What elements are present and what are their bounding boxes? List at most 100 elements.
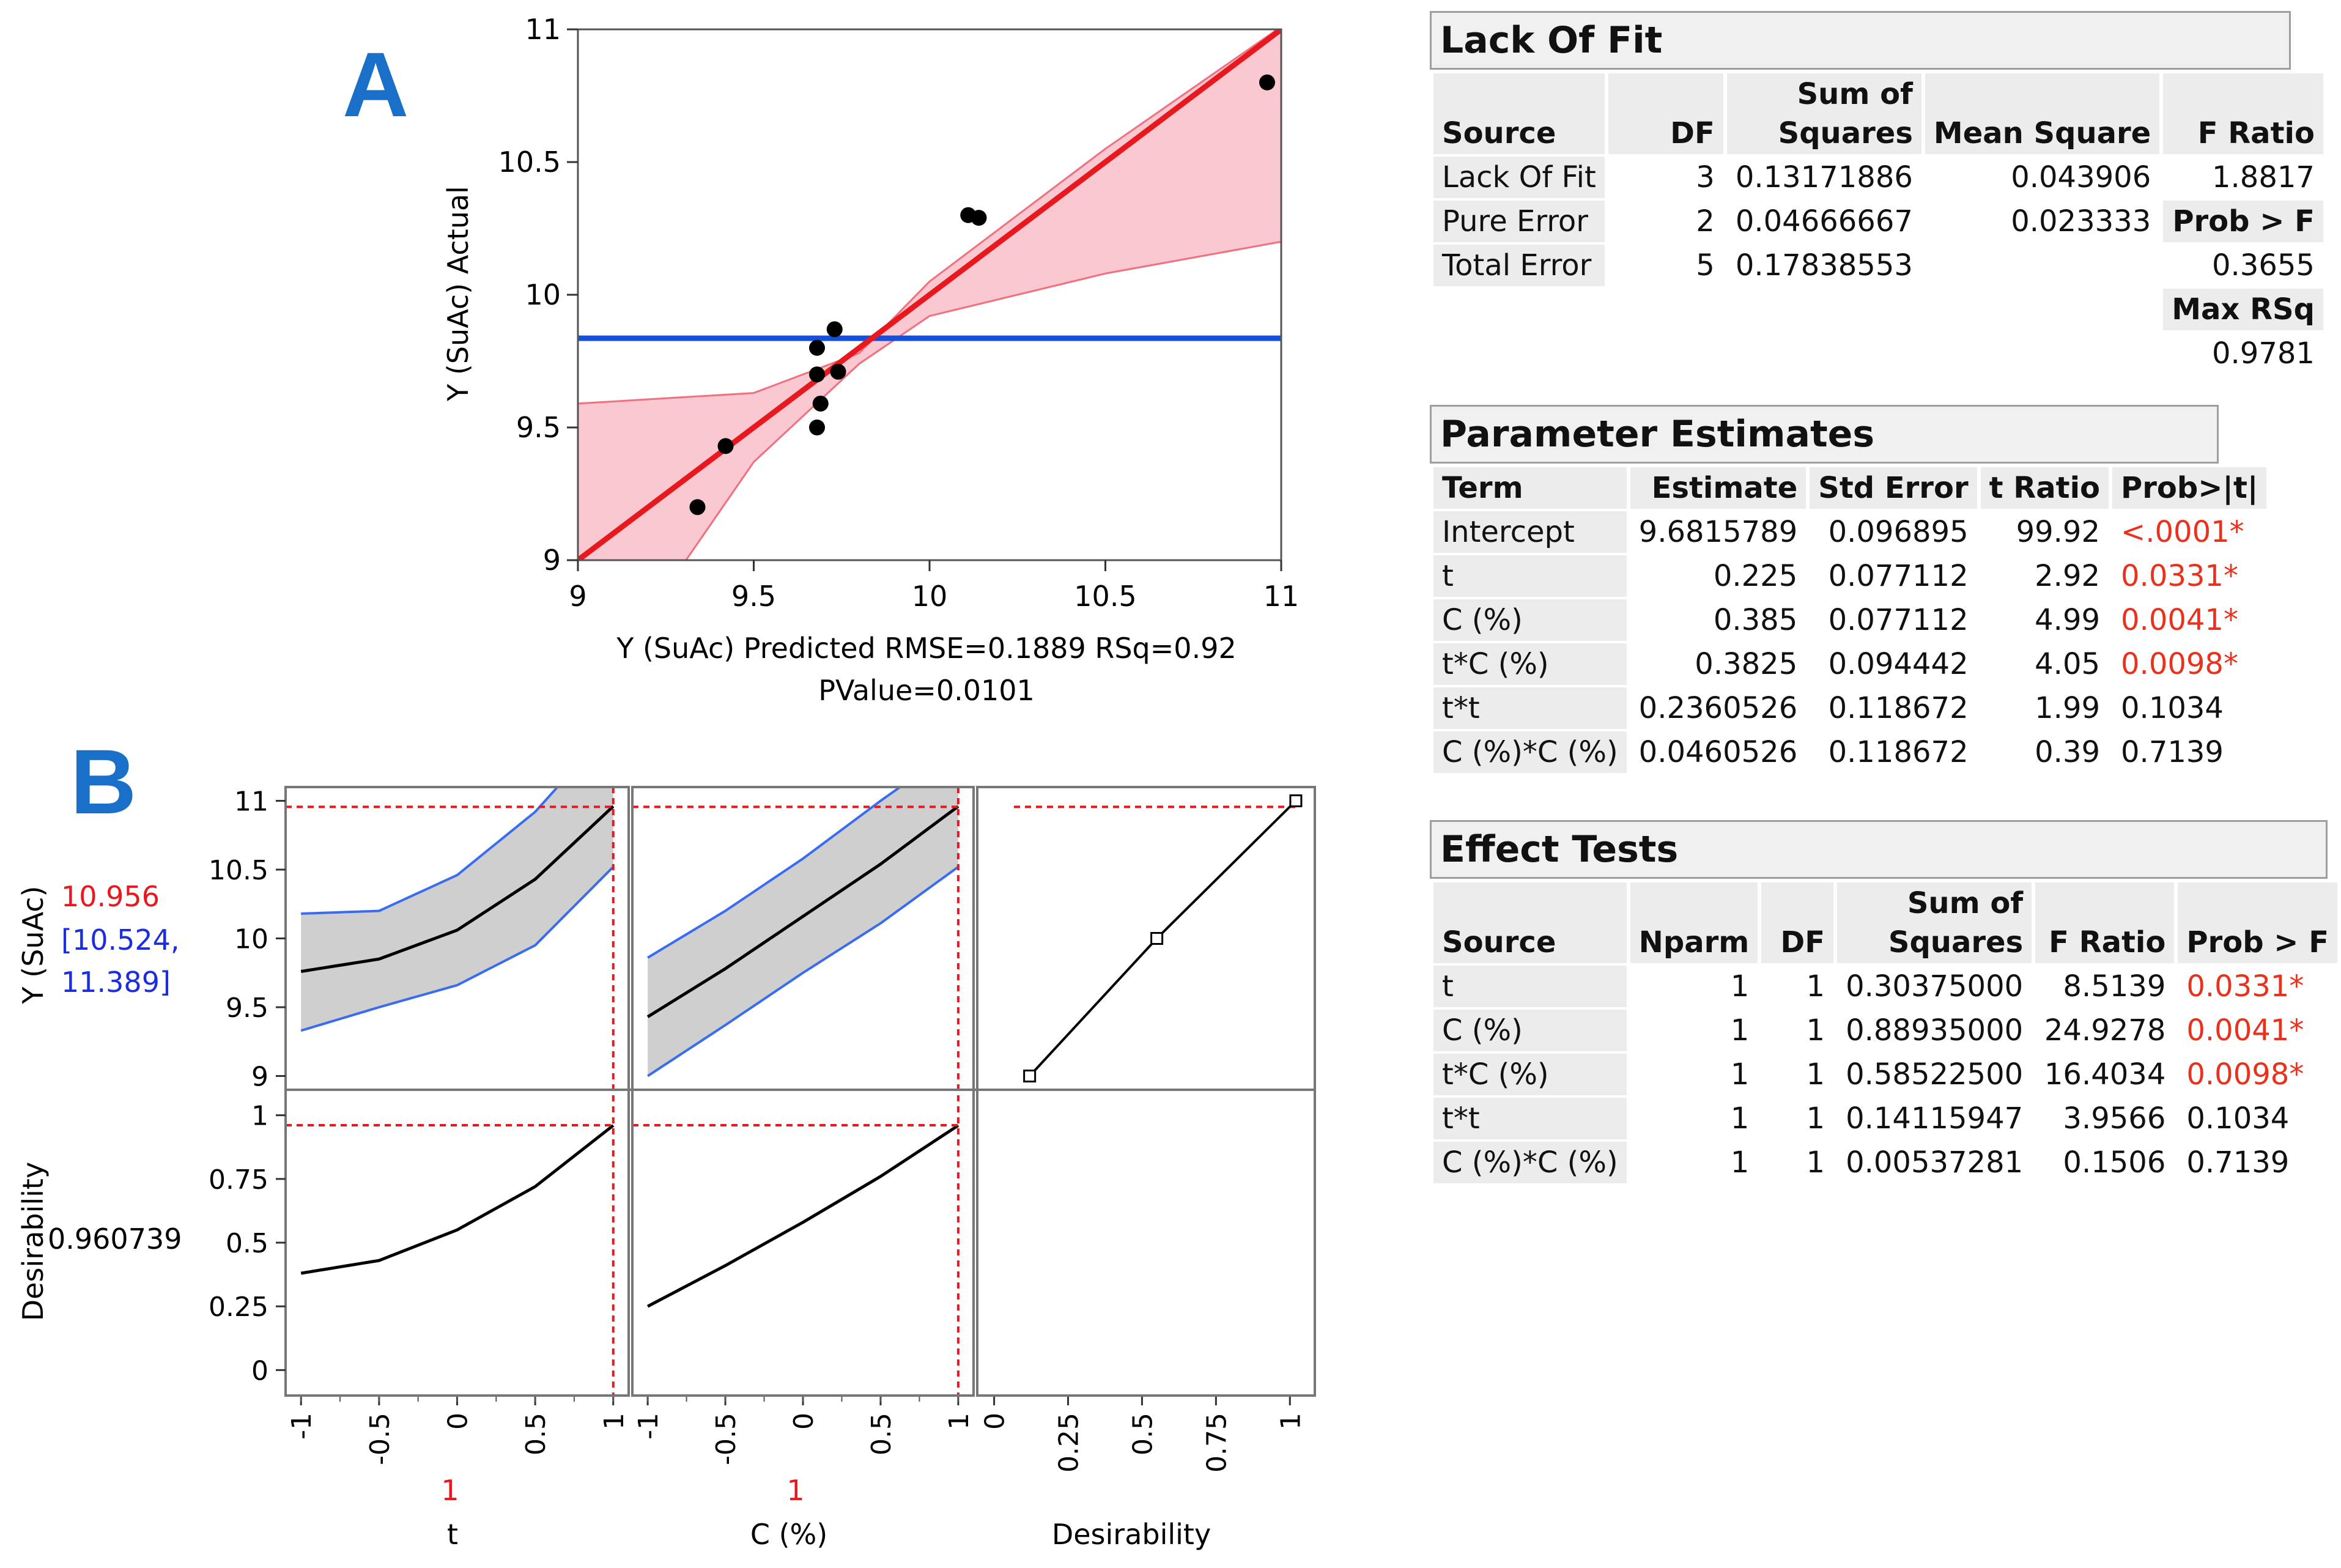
pe-term: t [1433,555,1627,597]
y-tick-label: 9.5 [516,411,561,444]
lof-source: Total Error [1433,245,1605,286]
table-row: Total Error 5 0.17838553 0.3655 [1433,245,2323,286]
lof-source: Lack Of Fit [1433,157,1605,198]
pe-col-tratio: t Ratio [1980,467,2109,509]
lack-of-fit-title: Lack Of Fit [1430,11,2291,70]
response-label: Y (SuAc) [17,886,50,1005]
et-source: C (%) [1433,1010,1627,1051]
et-df: 1 [1806,1145,1825,1180]
data-point [812,395,829,412]
table-row: t*C (%) 0.3825 0.094442 4.05 0.0098* [1433,643,2266,685]
x-tick-label: 1 [599,1413,630,1430]
x-tick-label: -1 [633,1413,664,1440]
panel-a-xlabel-2: PValue=0.0101 [818,674,1035,707]
x-tick-label: 0.5 [520,1413,552,1455]
et-col-f: F Ratio [2035,882,2175,963]
ci-band [648,787,958,1076]
pe-tratio: 4.99 [2035,603,2101,637]
ci-lower [300,866,615,1032]
et-f: 8.5139 [2063,969,2166,1004]
data-point [809,366,825,383]
table-row: t 0.225 0.077112 2.92 0.0331* [1433,555,2266,597]
y-tick-label: 0.75 [209,1164,268,1196]
desirability-handle[interactable] [1023,1070,1037,1082]
lof-df: 3 [1696,160,1715,194]
x-tick-label: 10 [912,580,948,613]
et-source: t*t [1433,1098,1627,1139]
parameter-estimates-section: Parameter Estimates Term Estimate Std Er… [1430,405,2270,775]
y-tick-label: 10 [234,924,268,955]
pe-term: Intercept [1433,511,1627,553]
table-row: Intercept 9.6815789 0.096895 99.92 <.0001* [1433,511,2266,553]
table-row: t*C (%) 1 1 0.58522500 16.4034 0.0098* [1433,1054,2337,1095]
et-col-nparm: Nparm [1630,882,1758,963]
pe-term: t*t [1433,687,1627,729]
pe-estimate: 0.385 [1713,603,1798,637]
lof-col-ss-line1: Sum of [1797,77,1913,111]
lof-ss: 0.17838553 [1735,248,1913,283]
table-row: t 1 1 0.30375000 8.5139 0.0331* [1433,966,2337,1007]
pe-tratio: 1.99 [2035,691,2101,725]
et-col-ss: Sum of Squares [1837,882,2032,963]
effect-tests-section: Effect Tests Source Nparm DF Sum of Squa… [1430,820,2341,1186]
prediction-trace [646,805,960,1018]
pe-stderr: 0.077112 [1828,559,1969,593]
pe-col-stderr: Std Error [1810,467,1977,509]
pe-prob: 0.7139 [2121,735,2224,769]
x-tick-label: 11 [1263,580,1300,613]
table-row: Pure Error 2 0.04666667 0.023333 Prob > … [1433,201,2323,242]
et-col-ss-line2: Squares [1888,925,2024,960]
prediction-trace [300,805,615,973]
pe-tratio: 0.39 [2035,735,2101,769]
lof-ms: 0.023333 [2011,204,2151,239]
lof-col-ms: Mean Square [1925,73,2160,154]
parameter-estimates-table: Term Estimate Std Error t Ratio Prob>|t|… [1430,465,2270,775]
pe-prob: 0.0098* [2121,647,2238,681]
lof-df: 2 [1696,204,1715,239]
data-point [1259,74,1275,91]
desirability-handle[interactable] [1150,932,1164,945]
et-nparm: 1 [1730,1145,1750,1180]
x-tick-label: 0 [788,1413,819,1430]
et-prob: 0.7139 [2186,1145,2290,1180]
y-tick-label: 1 [251,1101,268,1132]
x-tick-label: 9 [569,580,586,613]
ci-upper [301,787,560,915]
fit-line [578,29,1281,560]
pe-term: C (%)*C (%) [1433,731,1627,773]
pe-stderr: 0.094442 [1828,647,1969,681]
pe-prob: <.0001* [2121,515,2244,549]
lof-col-f: F Ratio [2163,73,2323,154]
panel-a-xlabel: Y (SuAc) Predicted RMSE=0.1889 RSq=0.92 [616,632,1236,665]
et-ss: 0.58522500 [1846,1057,2024,1092]
desirability-handle[interactable] [1289,794,1303,807]
et-f: 3.9566 [2063,1101,2166,1136]
response-ci-line2: 11.389] [61,966,171,999]
lof-col-df: DF [1608,73,1723,154]
cell-frame [976,786,1316,1397]
pe-term: C (%) [1433,599,1627,641]
panel-b-label: B [70,730,136,833]
y-tick-label: 11 [234,786,268,818]
lof-prob-label: Prob > F [2163,201,2323,242]
et-df: 1 [1806,1013,1825,1048]
lof-maxrsq-label: Max RSq [2163,289,2323,330]
desirability-axis-name: Desirability [1052,1518,1211,1551]
x-tick-label: -1 [286,1413,317,1440]
effect-tests-title: Effect Tests [1430,820,2328,879]
data-point [826,321,843,338]
pe-col-estimate: Estimate [1630,467,1807,509]
factor-t-name: t [447,1518,458,1551]
pe-col-term: Term [1433,467,1627,509]
table-row: t*t 0.2360526 0.118672 1.99 0.1034 [1433,687,2266,729]
y-tick-label: 10 [525,278,561,311]
x-tick-label: -0.5 [711,1413,742,1465]
et-f: 0.1506 [2063,1145,2166,1180]
et-source: t [1433,966,1627,1007]
et-f: 16.4034 [2044,1057,2166,1092]
response-value: 10.956 [61,880,160,913]
pe-estimate: 0.225 [1713,559,1798,593]
et-nparm: 1 [1730,1057,1750,1092]
ci-band [301,787,613,1031]
